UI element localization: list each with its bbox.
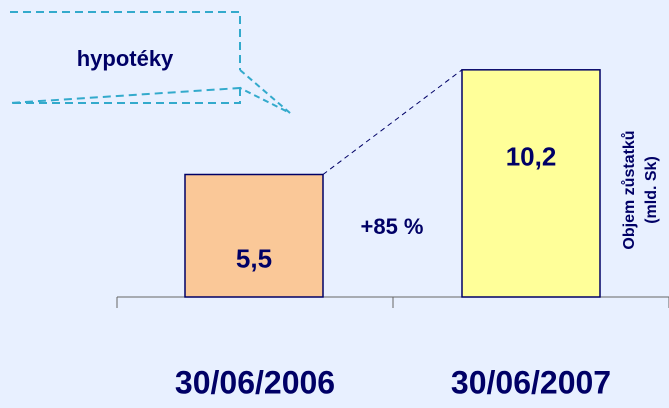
callout: hypotéky xyxy=(9,11,291,114)
y-axis-label: Objem zůstatků xyxy=(621,130,638,249)
value-label: 10,2 xyxy=(506,141,557,171)
callout-text: hypotéky xyxy=(77,46,174,71)
x-tick-label: 30/06/2007 xyxy=(451,364,611,400)
value-label: 5,5 xyxy=(236,244,272,274)
bar xyxy=(184,173,324,298)
y-axis-label: (mld. Sk) xyxy=(643,156,660,224)
annotation: +85 % xyxy=(361,214,424,239)
callout-box xyxy=(9,11,241,104)
connector xyxy=(322,69,463,175)
callout-pointer xyxy=(239,69,291,114)
x-tick-label: 30/06/2006 xyxy=(175,364,335,400)
bar xyxy=(461,69,601,298)
